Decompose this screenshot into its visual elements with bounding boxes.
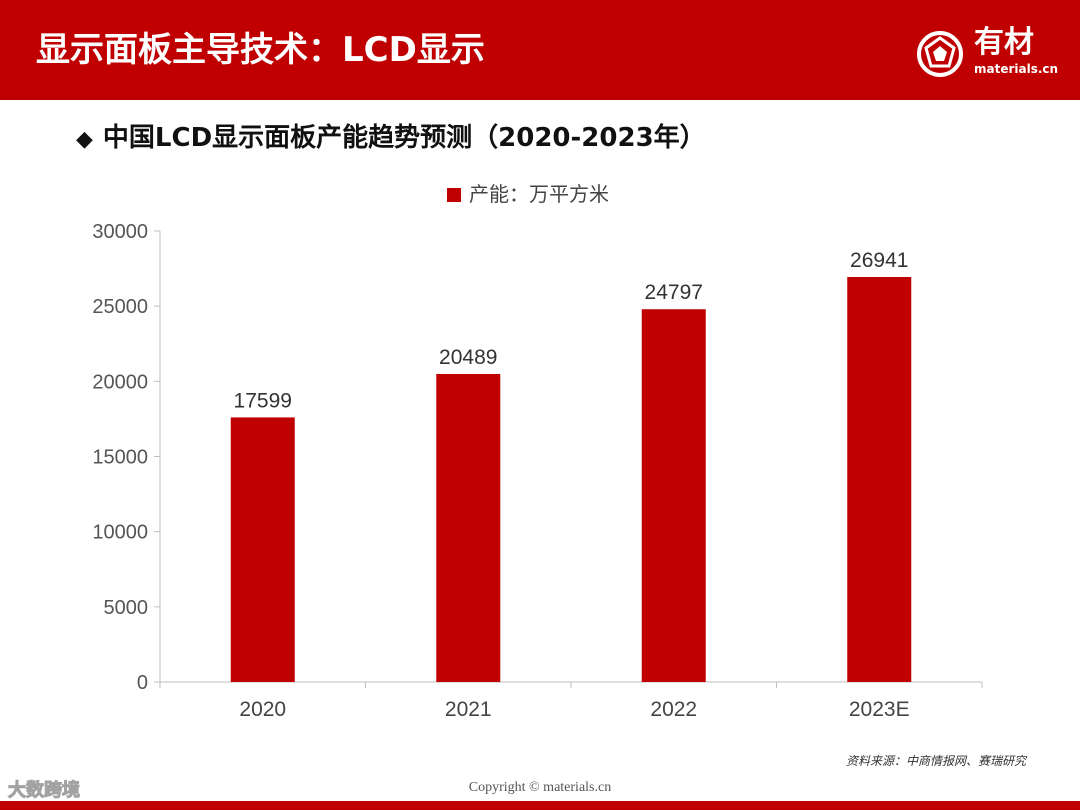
legend-label: 产能：万平方米 bbox=[469, 182, 609, 206]
data-label-2021: 20489 bbox=[439, 346, 497, 369]
bar-2023E bbox=[847, 276, 912, 682]
chart-subtitle: ◆ 中国LCD显示面板产能趋势预测（2020-2023年） bbox=[76, 118, 706, 158]
diamond-bullet-icon: ◆ bbox=[76, 127, 93, 152]
y-tick-label: 25000 bbox=[92, 296, 148, 318]
copyright-text: Copyright © materials.cn bbox=[468, 780, 612, 795]
x-tick-label-2021: 2021 bbox=[445, 698, 492, 721]
bar-2020 bbox=[230, 417, 295, 682]
x-tick-label-2023E: 2023E bbox=[849, 698, 910, 721]
page-title: 显示面板主导技术：LCD显示 bbox=[36, 30, 485, 70]
y-tick-label: 30000 bbox=[92, 221, 148, 243]
y-tick-label: 15000 bbox=[92, 447, 148, 469]
x-tick-label-2022: 2022 bbox=[650, 698, 697, 721]
logo-icon bbox=[917, 31, 963, 77]
legend-swatch bbox=[447, 188, 461, 202]
bar-2022 bbox=[641, 309, 706, 682]
brand-logo: 有材 materials.cn bbox=[916, 25, 1059, 82]
bar-2021 bbox=[436, 373, 501, 682]
y-tick-label: 0 bbox=[137, 672, 148, 694]
logo-wordmark: 有材 bbox=[974, 25, 1034, 60]
y-tick-label: 20000 bbox=[92, 371, 148, 393]
logo-domain: materials.cn bbox=[974, 62, 1059, 76]
corner-watermark: 大数跨境 bbox=[8, 780, 81, 802]
data-label-2022: 24797 bbox=[645, 281, 703, 304]
footer-bar bbox=[0, 801, 1080, 810]
chart-legend: 产能：万平方米 bbox=[447, 180, 609, 208]
header-bar: 显示面板主导技术：LCD显示 有材 materials.cn bbox=[0, 0, 1080, 100]
data-label-2023E: 26941 bbox=[850, 249, 908, 272]
subtitle-text: 中国LCD显示面板产能趋势预测（2020-2023年） bbox=[102, 123, 706, 153]
data-label-2020: 17599 bbox=[234, 389, 292, 412]
x-tick-label-2020: 2020 bbox=[239, 698, 286, 721]
y-tick-label: 10000 bbox=[92, 522, 148, 544]
y-tick-label: 5000 bbox=[104, 597, 149, 619]
source-note: 资料来源：中商情报网、赛瑞研究 bbox=[845, 754, 1026, 768]
